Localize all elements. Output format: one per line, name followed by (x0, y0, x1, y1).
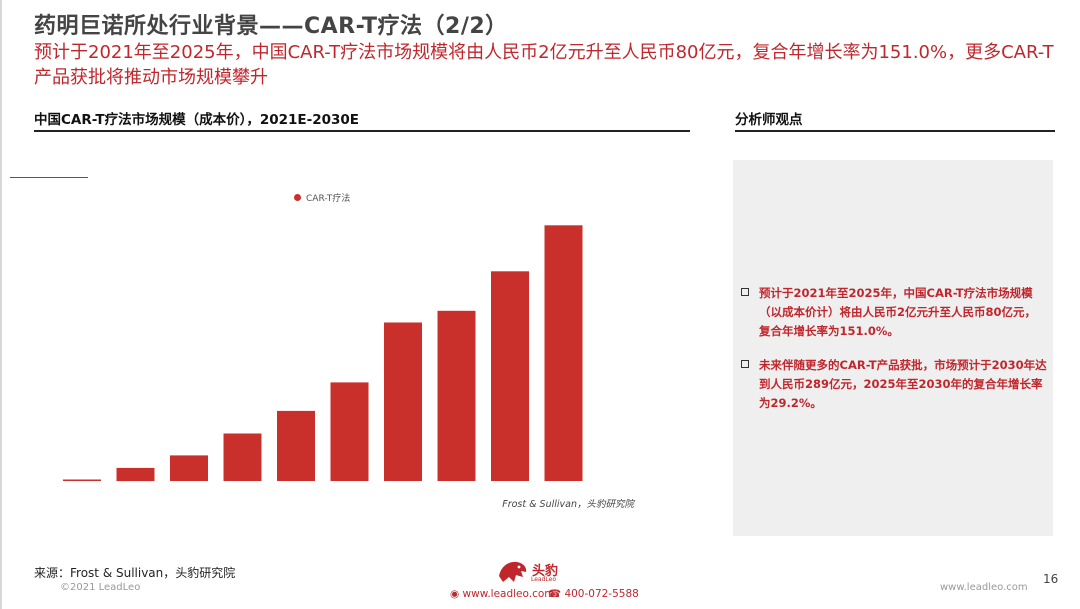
legend-swatch (294, 194, 301, 201)
bar-2024E (223, 433, 262, 481)
analyst-point-text: 预计于2021年至2025年，中国CAR-T疗法市场规模（以成本价计）将由人民币… (759, 286, 1037, 338)
checkbox-bullet-icon (741, 360, 749, 368)
analyst-section-rule (735, 130, 1055, 132)
bar-2023E (170, 455, 208, 481)
bar-2027E (384, 322, 422, 481)
copyright: ©2021 LeadLeo (60, 582, 141, 593)
footer-website-link[interactable]: ◉ www.leadleo.com (450, 588, 555, 600)
brand-name: 头豹 (532, 564, 559, 579)
legend-label: CAR-T疗法 (306, 192, 350, 204)
page-number: 16 (1043, 572, 1059, 586)
bar-2029E (491, 271, 529, 481)
analyst-point-1: 预计于2021年至2025年，中国CAR-T疗法市场规模（以成本价计）将由人民币… (741, 284, 1047, 341)
footer-website-text: www.leadleo.com (462, 588, 555, 600)
bar-2030E (544, 225, 583, 481)
red-accent-line (10, 177, 88, 178)
bar-2022E (116, 467, 155, 482)
chart-section-title: 中国CAR-T疗法市场规模（成本价），2021E-2030E (34, 112, 360, 128)
left-edge-line (0, 0, 2, 609)
page-title: 药明巨诺所处行业背景——CAR-T疗法（2/2） (34, 14, 508, 39)
leopard-logo-icon (499, 561, 527, 582)
analyst-point-text: 未来伴随更多的CAR-T产品获批，市场预计于2030年达到人民币289亿元，20… (759, 358, 1047, 410)
bar-2025E (277, 410, 315, 481)
chart-source-watermark: Frost & Sullivan，头豹研究院 (502, 498, 635, 510)
bar-group (63, 225, 583, 482)
chart-section-rule (34, 130, 690, 132)
analyst-section-title: 分析师观点 (735, 112, 803, 128)
bar-chart: CAR-T疗法 Frost & Sullivan，头豹研究院 (63, 192, 635, 510)
footer-phone-text: 400-072-5588 (564, 588, 639, 600)
globe-icon: ◉ (450, 588, 460, 600)
checkbox-bullet-icon (741, 288, 749, 296)
source-note: 来源：Frost & Sullivan，头豹研究院 (34, 566, 236, 580)
footer-phone: ☎ 400-072-5588 (548, 588, 639, 600)
phone-icon: ☎ (548, 588, 562, 600)
brand-subname: LeadLeo (531, 576, 557, 583)
page-subtitle: 预计于2021年至2025年，中国CAR-T疗法市场规模将由人民币2亿元升至人民… (34, 42, 1054, 88)
bar-2021E (63, 479, 101, 481)
analyst-panel: 预计于2021年至2025年，中国CAR-T疗法市场规模（以成本价计）将由人民币… (733, 160, 1053, 536)
footer-url-right: www.leadleo.com (940, 582, 1028, 593)
bar-2028E (437, 310, 476, 481)
analyst-point-2: 未来伴随更多的CAR-T产品获批，市场预计于2030年达到人民币289亿元，20… (741, 356, 1047, 413)
bar-2026E (330, 382, 369, 481)
